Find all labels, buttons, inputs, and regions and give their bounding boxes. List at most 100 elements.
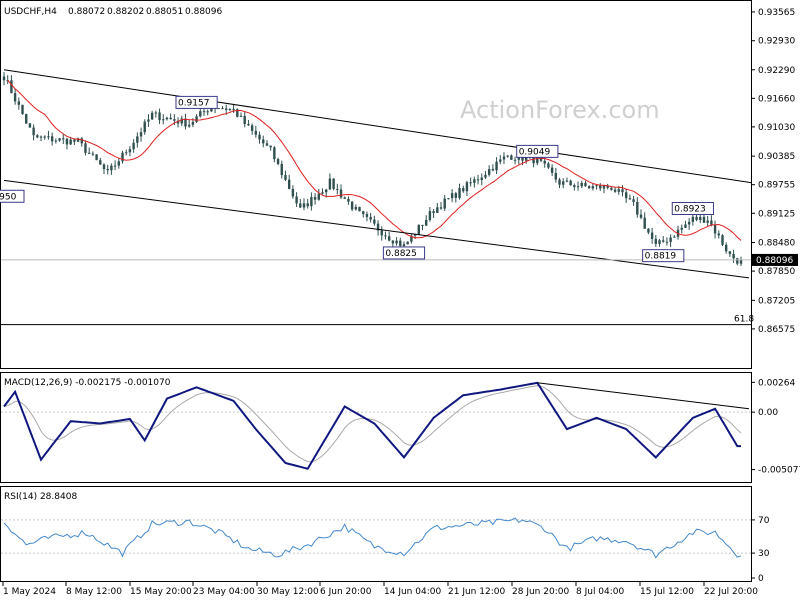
candle-body — [228, 109, 232, 111]
candle-body — [25, 114, 28, 124]
candle-body — [484, 174, 487, 178]
candle-body — [510, 155, 513, 160]
candle-body — [587, 186, 591, 189]
candle-body — [662, 240, 665, 242]
candle-body — [476, 179, 480, 181]
candle-body — [73, 139, 76, 142]
candle-body — [428, 211, 432, 220]
x-tick-label: 8 Jul 04:00 — [576, 587, 625, 597]
price-tick-label: 0.90385 — [758, 152, 795, 162]
fib-level-label: 61.8 — [734, 315, 754, 325]
candle-body — [480, 177, 483, 181]
candle-body — [647, 228, 650, 233]
candle-body — [706, 220, 709, 223]
candle-body — [17, 101, 21, 105]
candle-body — [191, 121, 195, 125]
candle-body — [506, 155, 509, 157]
price-tick-label: 0.91660 — [758, 94, 795, 104]
x-tick-label: 6 Jun 20:00 — [320, 587, 372, 597]
price-annotation-box — [516, 144, 559, 158]
candle-body — [317, 193, 320, 200]
price-tick-label: 0.93565 — [758, 8, 795, 18]
candle-body — [447, 198, 450, 200]
candle-body — [258, 134, 261, 140]
candle-body — [624, 192, 628, 199]
candle-body — [502, 156, 506, 160]
macd-tick-label: 0.00 — [758, 408, 778, 418]
candle-body — [154, 112, 158, 114]
candle-body — [713, 224, 717, 234]
x-tick-label: 15 Jul 12:00 — [640, 587, 694, 597]
candle-body — [406, 241, 409, 245]
candle-body — [80, 138, 83, 144]
price-annotation-label: 0.8923 — [674, 205, 706, 215]
price-annotation-label: 0.8950 — [0, 192, 17, 202]
candle-body — [176, 120, 180, 124]
candle-body — [391, 240, 395, 244]
candle-body — [606, 185, 609, 188]
candle-body — [243, 115, 246, 125]
candle-body — [162, 119, 165, 121]
candle-body — [562, 181, 565, 185]
candle-body — [454, 193, 458, 198]
main-panel-frame — [0, 0, 752, 369]
candle-body — [580, 182, 583, 187]
x-tick-label: 14 Jun 04:00 — [384, 587, 441, 597]
macd-line — [3, 381, 741, 470]
candle-body — [87, 152, 91, 154]
candle-body — [399, 240, 402, 247]
candle-body — [550, 167, 554, 173]
candle-body — [206, 111, 209, 113]
main-series: 0.88096 61.8 — [1, 69, 798, 326]
price-tick-label: 0.86575 — [758, 325, 795, 335]
rsi-panel: 70 30 0 — [1, 516, 770, 584]
candle-body — [39, 136, 43, 138]
candle-body — [439, 207, 443, 209]
candle-body — [321, 192, 324, 194]
candle-body — [658, 240, 661, 244]
ohlc-low: 0.88051 — [146, 7, 183, 17]
channel-upper-line — [3, 69, 752, 184]
moving-average-line — [7, 79, 742, 241]
candle-body — [421, 224, 424, 226]
candle-body — [54, 140, 58, 142]
candle-body — [95, 154, 98, 161]
candle-body — [499, 159, 502, 162]
candle-body — [558, 179, 561, 185]
candle-body — [106, 168, 109, 171]
candle-body — [450, 193, 454, 199]
main-title: USDCHF,H4 — [4, 7, 57, 17]
rsi-tick-label: 70 — [758, 516, 770, 526]
candle-body — [684, 224, 687, 228]
price-tick-label: 0.91030 — [758, 123, 795, 133]
main-price-axis: 0.93565 0.92930 0.92290 0.91660 0.91030 0.903… — [751, 8, 795, 335]
price-annotation-box — [671, 202, 714, 216]
candle-body — [299, 203, 302, 208]
candle-body — [602, 185, 606, 189]
candle-body — [199, 111, 202, 117]
candle-body — [680, 227, 683, 230]
candle-body — [665, 241, 669, 243]
candle-body — [47, 136, 50, 138]
candle-body — [287, 179, 291, 189]
candle-body — [425, 219, 428, 226]
candle-body — [65, 138, 69, 145]
candle-body — [413, 234, 417, 236]
candle-body — [232, 109, 235, 111]
candle-body — [165, 117, 169, 120]
candle-body — [113, 165, 117, 167]
price-annotation-box — [175, 95, 218, 109]
candle-body — [487, 169, 491, 175]
candle-body — [50, 136, 54, 142]
x-tick-label: 22 Jul 20:00 — [704, 587, 758, 597]
candle-body — [495, 161, 498, 171]
candle-body — [225, 108, 228, 110]
candle-body — [465, 182, 469, 192]
candle-body — [362, 211, 365, 215]
candle-body — [691, 216, 695, 222]
candle-body — [639, 214, 643, 218]
candle-body — [143, 121, 146, 133]
candle-body — [269, 145, 272, 148]
candle-body — [302, 203, 306, 208]
candle-body — [436, 207, 439, 213]
